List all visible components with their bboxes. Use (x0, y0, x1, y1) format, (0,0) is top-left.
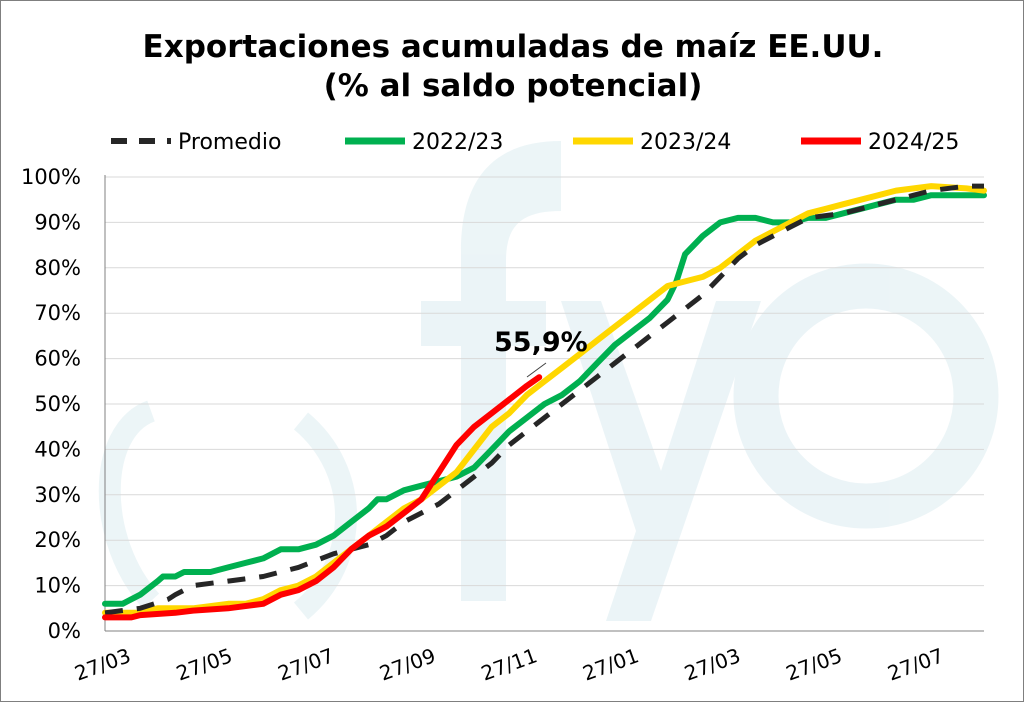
y-tick-label: 30% (34, 483, 81, 507)
x-tick-label: 27/07 (884, 643, 946, 685)
series-lines (102, 183, 987, 621)
legend: Promedio 2022/23 2023/24 2024/25 (111, 130, 959, 155)
legend-label-2022-23: 2022/23 (412, 130, 503, 155)
x-tick-label: 27/05 (783, 643, 845, 685)
x-tick-label: 27/05 (173, 643, 235, 685)
x-tick-label: 27/07 (275, 643, 337, 685)
legend-item-2024-25: 2024/25 (801, 130, 959, 155)
chart-title-line1: Exportaciones acumuladas de maíz EE.UU. (143, 29, 884, 65)
legend-item-2023-24: 2023/24 (573, 130, 731, 155)
x-tick-label: 27/01 (580, 643, 642, 685)
y-tick-label: 60% (34, 347, 81, 371)
x-tick-label: 27/11 (478, 643, 540, 685)
series-line-promedio (104, 183, 984, 616)
series-line-2024-25 (102, 374, 543, 621)
legend-item-promedio: Promedio (111, 130, 281, 155)
x-tick-label: 27/09 (376, 643, 438, 685)
y-tick-label: 0% (48, 619, 81, 643)
y-tick-label: 70% (34, 301, 81, 325)
x-tick-label: 27/03 (71, 643, 133, 685)
series-line-2023-24 (102, 183, 987, 616)
annotation-label: 55,9% (494, 327, 588, 358)
legend-label-2023-24: 2023/24 (640, 130, 731, 155)
y-tick-label: 40% (34, 437, 81, 461)
legend-item-2022-23: 2022/23 (345, 130, 503, 155)
fyo-watermark (98, 141, 999, 621)
series-line-2022-23 (102, 192, 987, 607)
y-tick-label: 50% (34, 392, 81, 416)
x-tick-label: 27/03 (681, 643, 743, 685)
legend-label-2024-25: 2024/25 (868, 130, 959, 155)
y-tick-label: 80% (34, 256, 81, 280)
y-tick-label: 10% (34, 574, 81, 598)
y-tick-label: 20% (34, 528, 81, 552)
y-tick-label: 100% (21, 165, 81, 189)
legend-label-promedio: Promedio (178, 130, 281, 155)
y-tick-label: 90% (34, 210, 81, 234)
annotation-leader (526, 362, 547, 378)
gridlines (105, 176, 984, 587)
chart-title-line2: (% al saldo potencial) (324, 68, 703, 104)
axes (104, 175, 984, 632)
